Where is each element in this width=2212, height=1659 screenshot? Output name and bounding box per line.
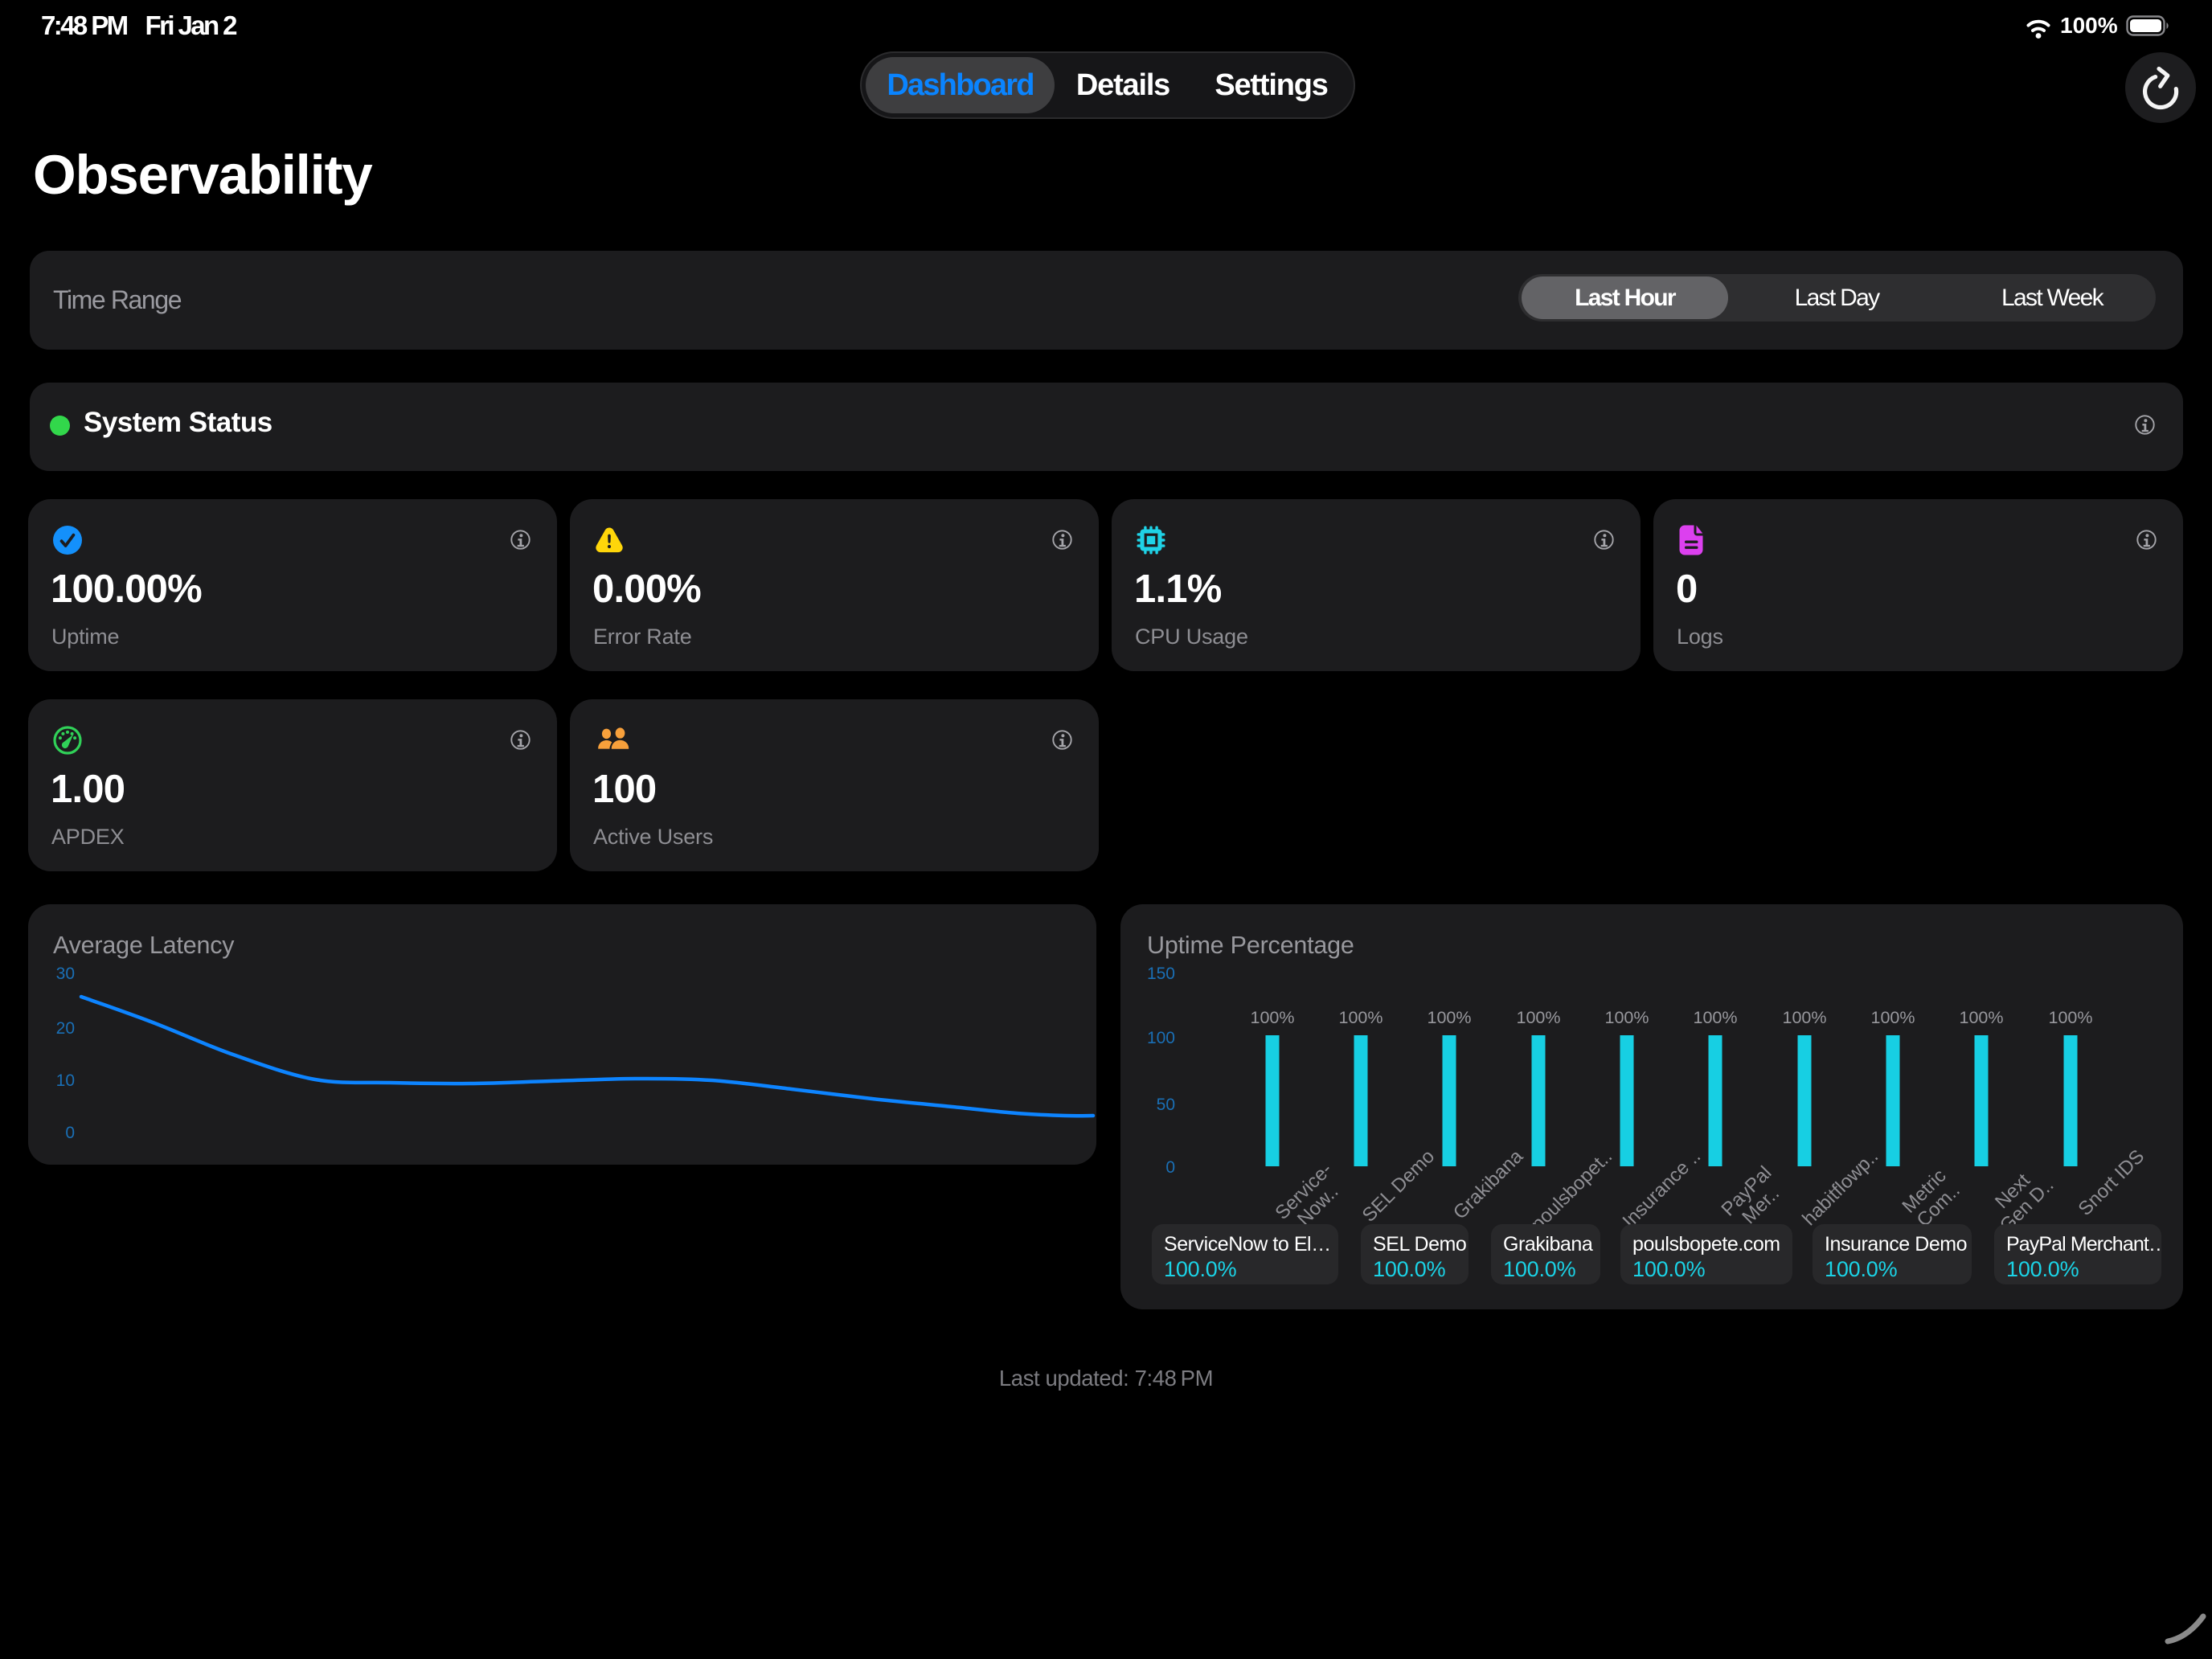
svg-text:150: 150 <box>1147 965 1175 983</box>
svg-text:100%: 100% <box>1783 1008 1827 1027</box>
svg-text:20: 20 <box>56 1019 75 1038</box>
svg-text:100%: 100% <box>1251 1008 1295 1027</box>
svg-text:100%: 100% <box>1960 1008 2004 1027</box>
svg-text:Grakibana: Grakibana <box>1449 1145 1528 1224</box>
svg-text:100%: 100% <box>1517 1008 1561 1027</box>
svg-text:0: 0 <box>1165 1158 1175 1177</box>
svg-text:100%: 100% <box>1428 1008 1472 1027</box>
svg-text:100%: 100% <box>2049 1008 2093 1027</box>
svg-text:30: 30 <box>56 965 75 983</box>
svg-text:50: 50 <box>1157 1096 1175 1114</box>
svg-text:100%: 100% <box>1339 1008 1383 1027</box>
svg-text:100%: 100% <box>1694 1008 1738 1027</box>
svg-text:10: 10 <box>56 1071 75 1090</box>
svg-text:100%: 100% <box>1605 1008 1649 1027</box>
svg-text:SEL Demo: SEL Demo <box>1358 1145 1440 1227</box>
svg-text:Snort IDS: Snort IDS <box>2075 1145 2149 1220</box>
svg-text:MetricCom..: MetricCom.. <box>1898 1165 1964 1231</box>
svg-text:0: 0 <box>65 1124 75 1142</box>
svg-text:100: 100 <box>1147 1029 1175 1047</box>
svg-text:100%: 100% <box>1871 1008 1915 1027</box>
